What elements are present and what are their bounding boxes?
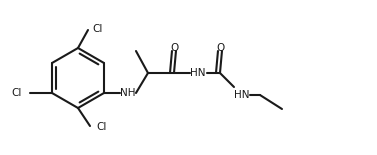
Text: Cl: Cl [92,24,103,34]
Text: Cl: Cl [96,122,106,132]
Text: O: O [217,43,225,53]
Text: Cl: Cl [12,88,22,98]
Text: O: O [171,43,179,53]
Text: HN: HN [190,68,206,78]
Text: HN: HN [234,90,250,100]
Text: NH: NH [120,88,136,98]
